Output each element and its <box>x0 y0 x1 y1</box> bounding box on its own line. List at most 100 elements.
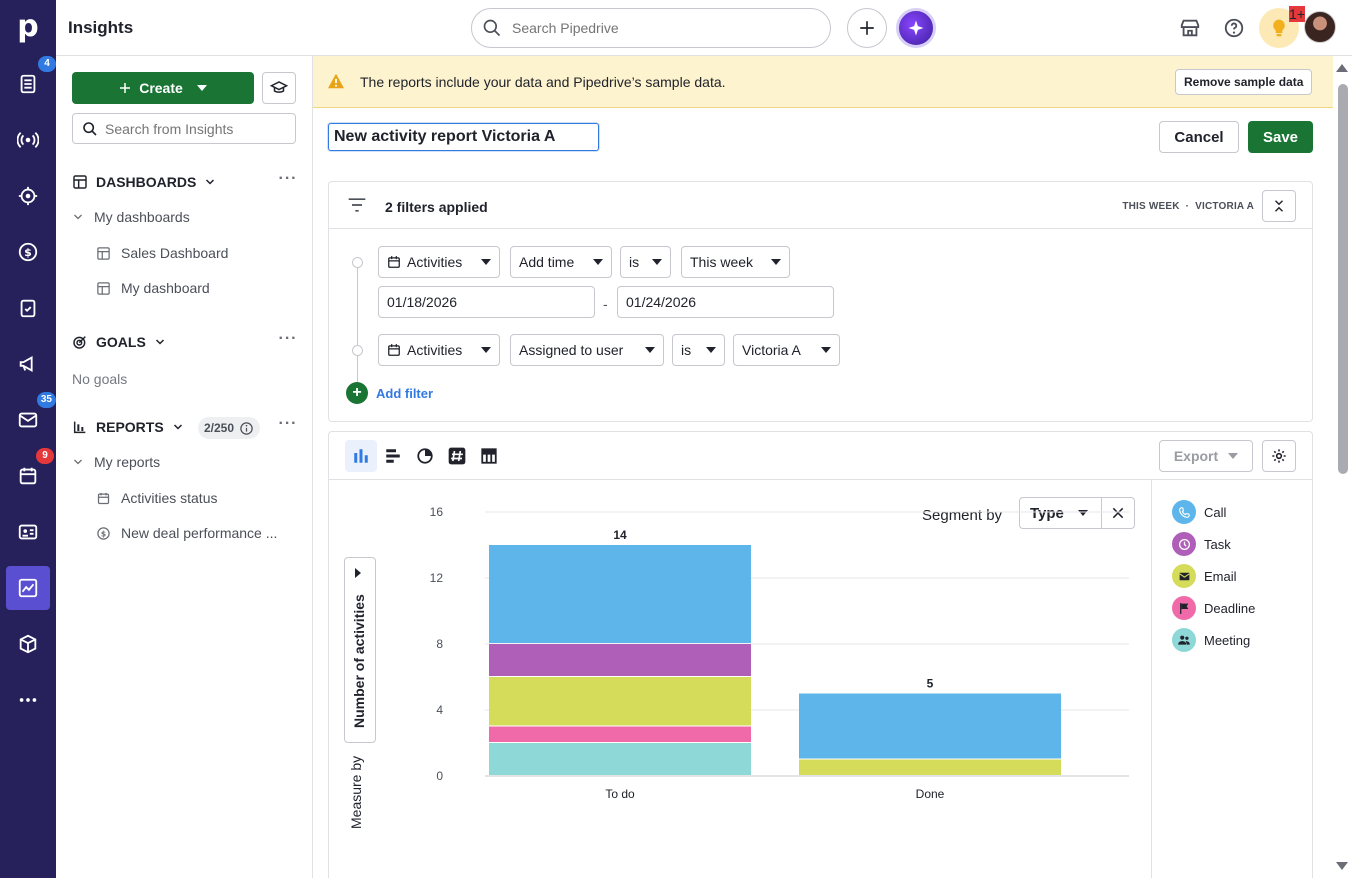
nav-calendar[interactable]: 9 <box>6 448 54 498</box>
dashboard-item-sales[interactable]: Sales Dashboard <box>96 242 228 264</box>
legend-item-deadline[interactable]: Deadline <box>1172 596 1255 620</box>
legend-item-task[interactable]: Task <box>1172 532 1231 556</box>
filters-header[interactable]: 2 filters applied THIS WEEK · VICTORIA A <box>329 182 1312 229</box>
filter-node <box>352 257 363 268</box>
filter-connector-line <box>357 262 358 382</box>
y-tick-label: 0 <box>436 769 443 783</box>
remove-sample-data-button[interactable]: Remove sample data <box>1175 69 1313 95</box>
insights-search-input[interactable] <box>105 120 285 138</box>
dashboard-item-label: My dashboard <box>121 280 210 296</box>
segment-by-value: Type <box>1030 504 1064 522</box>
nav-projects[interactable] <box>6 174 50 218</box>
bar-segment <box>799 759 1061 775</box>
dashboard-item-label: Sales Dashboard <box>121 245 229 261</box>
caret-down-icon <box>821 347 831 353</box>
date-to-input[interactable] <box>617 286 834 318</box>
goals-more-button[interactable]: ··· <box>278 330 298 347</box>
tips-badge: 1+ <box>1289 6 1305 22</box>
create-button[interactable]: Create <box>72 72 254 104</box>
chart-settings-button[interactable] <box>1262 440 1296 472</box>
global-search[interactable] <box>471 8 831 48</box>
nav-campaigns[interactable] <box>6 342 50 386</box>
bar-segment <box>489 545 751 643</box>
reports-section-header[interactable]: REPORTS <box>72 417 184 437</box>
dashboards-title: DASHBOARDS <box>96 174 197 190</box>
no-goals-text: No goals <box>72 371 128 387</box>
nav-leads[interactable]: 4 <box>6 56 56 106</box>
dashboard-grid-icon <box>97 246 110 260</box>
export-button[interactable]: Export <box>1159 440 1253 472</box>
page-scrollbar[interactable] <box>1333 56 1352 878</box>
y-tick-label: 16 <box>430 505 444 519</box>
insights-search[interactable] <box>72 113 296 144</box>
report-name-input[interactable] <box>328 123 599 151</box>
contact-card-icon <box>18 524 38 540</box>
view-pie-chart-button[interactable] <box>409 440 441 472</box>
ai-assistant-button[interactable] <box>896 8 936 48</box>
collapse-icon <box>1275 200 1283 212</box>
learn-button[interactable] <box>262 72 296 104</box>
filter1-field-select[interactable]: Add time <box>510 246 612 278</box>
bar-total-label: 14 <box>613 528 627 542</box>
filter1-operator-select[interactable]: is <box>620 246 671 278</box>
nav-products[interactable] <box>6 622 50 666</box>
nav-more[interactable] <box>6 678 50 722</box>
legend-item-meeting[interactable]: Meeting <box>1172 628 1250 652</box>
phone-icon <box>1172 500 1196 524</box>
view-table-button[interactable] <box>473 440 505 472</box>
view-column-chart-button[interactable] <box>345 440 377 472</box>
column-chart-icon <box>354 449 368 463</box>
user-avatar[interactable] <box>1304 11 1336 43</box>
scroll-up-arrow[interactable] <box>1336 64 1348 72</box>
my-dashboards-group[interactable]: My dashboards <box>72 206 190 228</box>
dashboard-item-my[interactable]: My dashboard <box>96 277 210 299</box>
goals-section-header[interactable]: GOALS <box>72 332 166 352</box>
nav-activities[interactable] <box>6 286 50 330</box>
scrollbar-thumb[interactable] <box>1338 84 1348 474</box>
nav-deals[interactable] <box>6 118 50 162</box>
search-icon <box>483 19 501 37</box>
y-tick-label: 12 <box>430 571 444 585</box>
quick-add-button[interactable] <box>847 8 887 48</box>
filter2-field-select[interactable]: Assigned to user <box>510 334 664 366</box>
bar-chart-icon <box>73 421 86 434</box>
legend-item-call[interactable]: Call <box>1172 500 1226 524</box>
my-reports-group[interactable]: My reports <box>72 451 160 473</box>
view-bar-chart-button[interactable] <box>377 440 409 472</box>
clear-segment-button[interactable] <box>1101 497 1135 529</box>
nav-insights[interactable] <box>6 566 50 610</box>
collapse-filters-button[interactable] <box>1262 190 1296 222</box>
calendar-icon <box>388 256 400 268</box>
cancel-button[interactable]: Cancel <box>1159 121 1239 153</box>
global-search-input[interactable] <box>512 18 812 38</box>
report-item-new-deal-performance[interactable]: $ New deal performance ... <box>96 522 277 544</box>
filter1-entity-select[interactable]: Activities <box>378 246 500 278</box>
view-scorecard-button[interactable] <box>441 440 473 472</box>
checklist-icon <box>20 299 36 318</box>
help-button[interactable] <box>1218 12 1250 44</box>
dashboards-section-header[interactable]: DASHBOARDS <box>72 172 216 192</box>
filter1-value-select[interactable]: This week <box>681 246 790 278</box>
filter2-value-select[interactable]: Victoria A <box>733 334 840 366</box>
plus-icon: + <box>346 382 368 404</box>
pipedrive-logo[interactable]: p <box>17 9 39 44</box>
nav-money[interactable]: $ <box>6 230 50 274</box>
save-button[interactable]: Save <box>1248 121 1313 153</box>
scroll-down-arrow[interactable] <box>1336 862 1348 870</box>
dashboards-more-button[interactable]: ··· <box>278 170 298 187</box>
legend-item-email[interactable]: Email <box>1172 564 1237 588</box>
info-icon[interactable] <box>239 421 254 436</box>
date-from-input[interactable] <box>378 286 595 318</box>
report-item-activities-status[interactable]: Activities status <box>96 487 217 509</box>
horizontal-bar-icon <box>386 449 400 463</box>
nav-mail[interactable]: 35 <box>6 392 56 442</box>
filter2-operator-select[interactable]: is <box>672 334 725 366</box>
nav-contacts[interactable] <box>6 510 50 554</box>
filter2-entity-select[interactable]: Activities <box>378 334 500 366</box>
legend-label: Call <box>1204 504 1227 520</box>
marketplace-button[interactable] <box>1174 12 1206 44</box>
tips-button[interactable]: 1+ <box>1259 6 1305 48</box>
measure-by-select[interactable]: Number of activities <box>344 557 376 743</box>
reports-more-button[interactable]: ··· <box>278 415 298 432</box>
add-filter-button[interactable]: + Add filter <box>346 382 433 404</box>
